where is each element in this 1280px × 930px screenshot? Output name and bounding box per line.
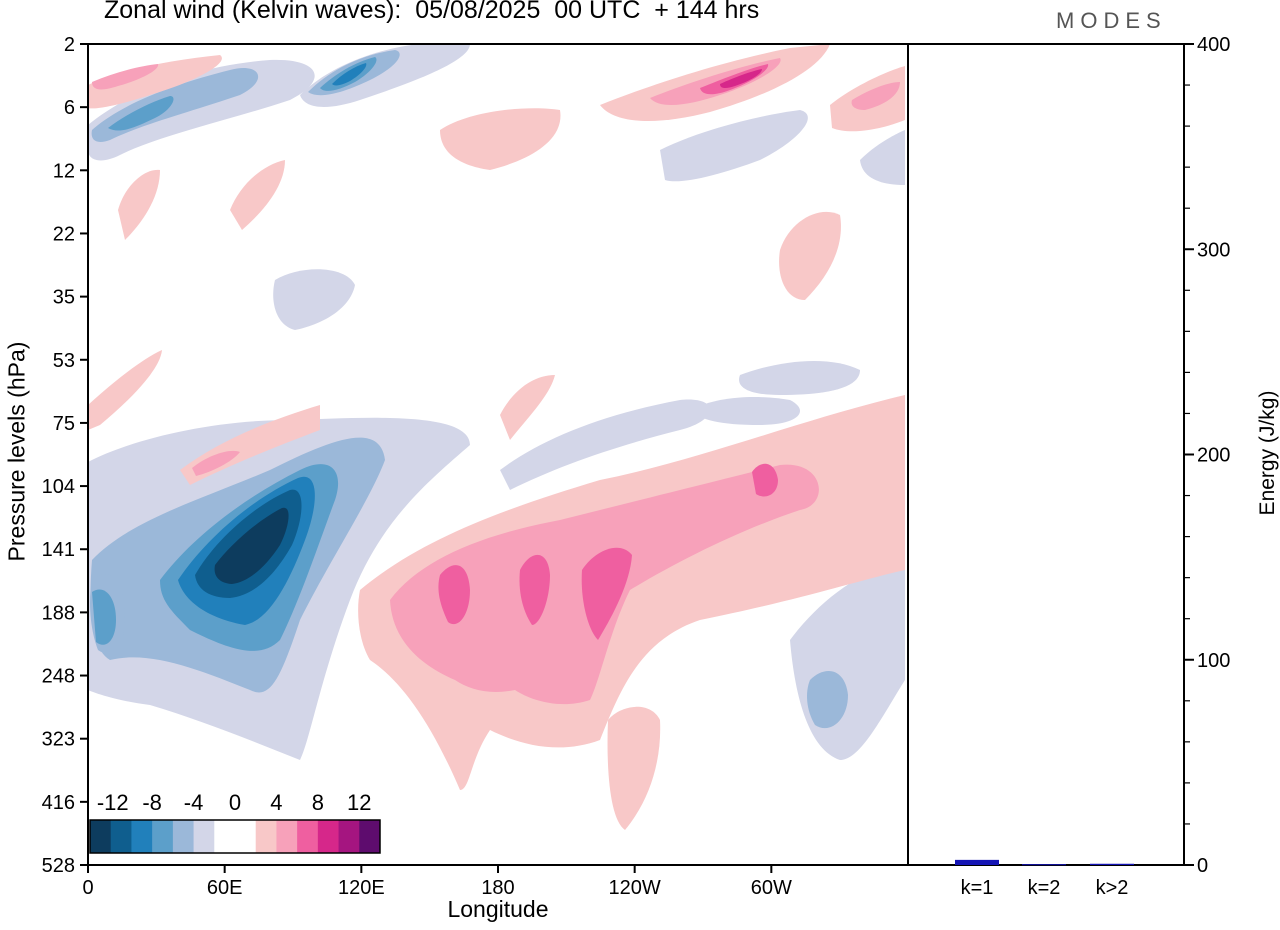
x-tick-label: 60E	[207, 877, 243, 899]
colorbar-swatch	[317, 820, 340, 853]
colorbar-swatch	[276, 820, 298, 853]
energy-tick-label: 400	[1197, 34, 1230, 56]
colorbar-swatch	[214, 820, 236, 853]
colorbar-label: -8	[142, 790, 162, 815]
colorbar-label: -4	[184, 790, 204, 815]
contour-pos2	[230, 160, 285, 230]
y-tick-label: 12	[53, 160, 75, 182]
contour-neg2	[739, 360, 860, 395]
x-tick-label: 0	[82, 877, 93, 899]
contour-pos2	[88, 55, 222, 109]
colorbar-swatch	[172, 820, 195, 853]
y-tick-label: 188	[42, 602, 75, 624]
contour-neg6	[108, 96, 174, 131]
colorbar-label: 12	[347, 790, 371, 815]
y-tick-label: 6	[64, 97, 75, 119]
colorbar-swatch	[152, 820, 174, 853]
colorbar-swatch	[131, 820, 153, 853]
colorbar-swatch	[235, 820, 257, 853]
contour-pos6	[438, 565, 470, 625]
colorbar-frame	[89, 819, 381, 854]
chart-title: Zonal wind (Kelvin waves): 05/08/2025 00…	[104, 0, 760, 24]
contour-neg2	[300, 44, 470, 107]
colorbar: -12 -8 -4 0 4 8 12	[89, 790, 381, 854]
contour-pos8	[720, 69, 762, 89]
energy-bars: k=1 k=2 k>2	[955, 859, 1134, 899]
energy-tick-label: 0	[1197, 855, 1208, 877]
energy-frame	[907, 43, 1185, 866]
contour-neg4	[807, 671, 848, 729]
energy-category-label: k>2	[1096, 877, 1129, 899]
pressure-axis: 2 6 12 22 35 53 75 104 141 188 248 323 416 528	[42, 34, 88, 877]
contour-pos4	[851, 82, 900, 110]
wind-field-contours	[88, 44, 906, 830]
y-tick-label: 416	[42, 792, 75, 814]
contour-neg2	[860, 130, 905, 185]
energy-tick-label: 100	[1197, 650, 1230, 672]
contour-pos4	[650, 58, 781, 106]
x-tick-label: 120E	[338, 877, 385, 899]
energy-category-label: k=1	[961, 877, 994, 899]
y-tick-label: 323	[42, 729, 75, 751]
x-tick-label: 120W	[609, 877, 661, 899]
contour-neg2	[88, 59, 315, 161]
y-tick-label: 104	[42, 476, 75, 498]
colorbar-swatch	[359, 820, 381, 853]
contour-neg6	[92, 589, 116, 645]
y-tick-label: 75	[53, 413, 75, 435]
contour-pos2	[607, 706, 661, 830]
y-tick-label: 528	[42, 855, 75, 877]
energy-tick-label: 200	[1197, 445, 1230, 467]
contour-neg2	[690, 397, 800, 425]
colorbar-swatch	[338, 820, 360, 853]
energy-bar	[1022, 864, 1066, 866]
energy-bar	[1090, 863, 1134, 865]
energy-axis: 0 100 200 300 400	[1184, 34, 1230, 877]
contour-pos6	[519, 554, 550, 625]
contour-pos6	[581, 547, 632, 640]
contour-pos2	[440, 108, 561, 170]
energy-category-label: k=2	[1028, 877, 1061, 899]
energy-tick-label: 300	[1197, 239, 1230, 261]
colorbar-swatch	[193, 820, 215, 853]
colorbar-label: -12	[97, 790, 129, 815]
contour-pos2	[118, 169, 160, 240]
y-tick-label: 141	[42, 539, 75, 561]
y-tick-label: 53	[53, 350, 75, 372]
contour-pos2	[500, 375, 555, 440]
x-tick-label: 60W	[751, 877, 792, 899]
longitude-axis: 0 60E 120E 180 120W 60W	[82, 865, 792, 899]
y-tick-label: 248	[42, 666, 75, 688]
contour-pos6	[752, 463, 778, 497]
energy-axis-label: Energy (J/kg)	[1256, 390, 1279, 516]
contour-neg2	[660, 110, 808, 182]
colorbar-swatch	[110, 820, 132, 853]
colorbar-label: 0	[229, 790, 241, 815]
colorbar-label: 8	[312, 790, 324, 815]
contour-pos2	[779, 211, 841, 300]
x-axis-label: Longitude	[447, 896, 549, 922]
contour-neg12	[214, 507, 289, 584]
energy-bar	[955, 859, 999, 865]
colorbar-swatch	[297, 820, 319, 853]
colorbar-swatch	[90, 820, 112, 853]
contour-neg2	[273, 269, 355, 330]
contour-pos4	[92, 64, 159, 90]
modes-logo: MODES	[1056, 8, 1167, 33]
y-tick-label: 22	[53, 223, 75, 245]
contour-pos4	[192, 450, 240, 476]
colorbar-label: 4	[270, 790, 282, 815]
contour-pos2	[88, 350, 162, 430]
colorbar-swatch	[255, 820, 277, 853]
y-tick-label: 35	[53, 287, 75, 309]
y-tick-label: 2	[64, 34, 75, 56]
y-axis-label: Pressure levels (hPa)	[3, 341, 30, 562]
x-tick-label: 180	[481, 877, 514, 899]
contour-neg2	[500, 399, 710, 490]
contour-neg8	[332, 63, 367, 86]
